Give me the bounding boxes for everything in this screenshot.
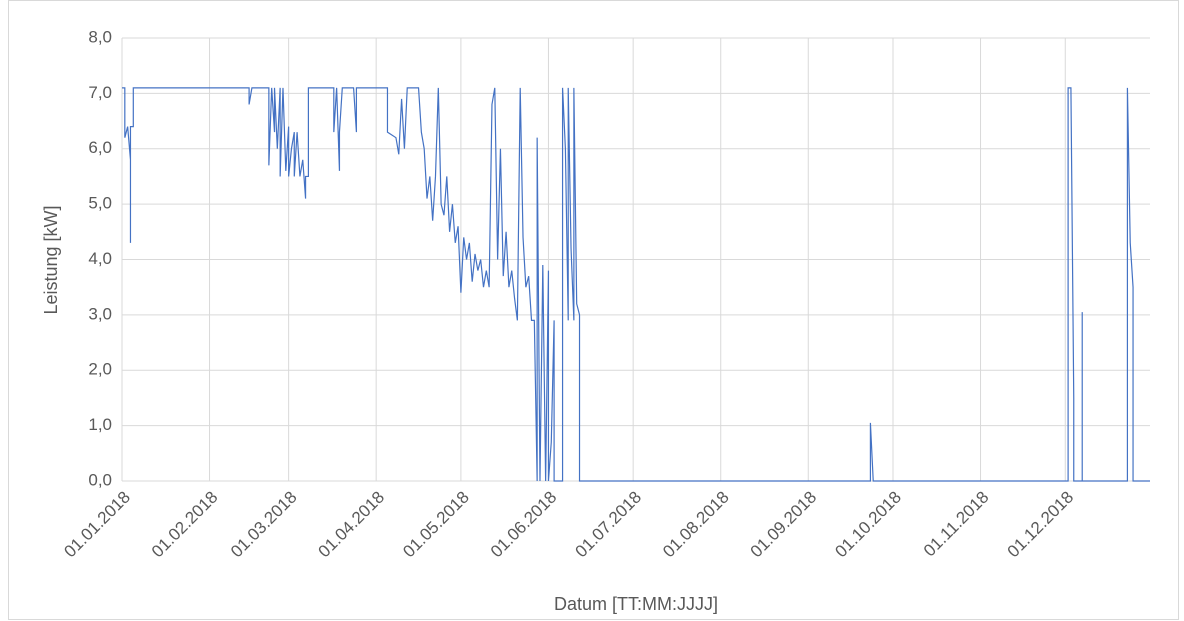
- y-tick-label: 0,0: [88, 470, 112, 489]
- y-tick-label: 2,0: [88, 360, 112, 379]
- y-axis-label: Leistung [kW]: [41, 205, 61, 314]
- y-tick-label: 4,0: [88, 249, 112, 268]
- y-tick-label: 7,0: [88, 83, 112, 102]
- y-tick-label: 8,0: [88, 27, 112, 46]
- chart-border: [8, 0, 1179, 620]
- x-axis-label: Datum [TT:MM:JJJJ]: [554, 594, 718, 614]
- data-line: [122, 87, 1150, 482]
- y-tick-label: 1,0: [88, 415, 112, 434]
- y-tick-label: 6,0: [88, 138, 112, 157]
- y-tick-label: 5,0: [88, 194, 112, 213]
- y-tick-label: 3,0: [88, 304, 112, 323]
